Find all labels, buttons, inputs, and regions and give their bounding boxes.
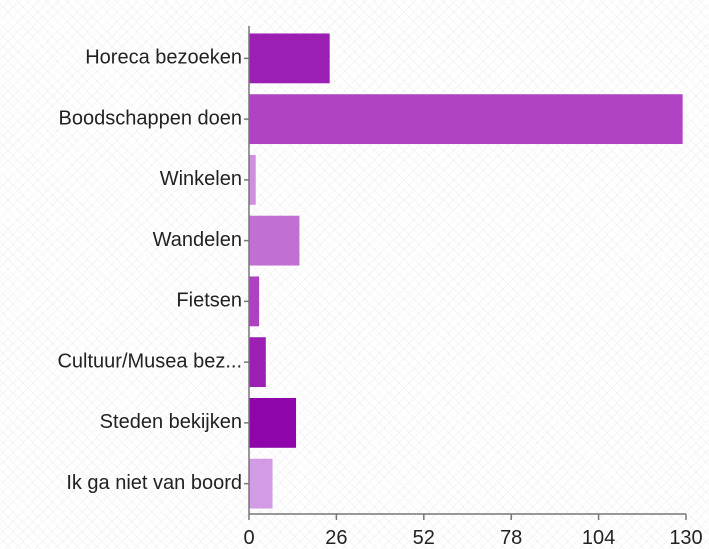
x-tick-label-4: 104 [582,527,615,549]
bar-7 [249,458,273,509]
axes-group [248,26,686,515]
category-label-7: Ik ga niet van boord [66,472,242,494]
category-label-4: Fietsen [176,290,242,312]
category-labels: Horeca bezoeken Boodschappen doen Winkelen… [57,47,249,494]
category-label-1: Boodschappen doen [59,107,243,129]
category-label-5: Cultuur/Musea bez... [57,350,242,372]
bar-6 [249,397,297,448]
x-tick-label-1: 26 [325,527,347,549]
bar-0 [249,33,330,84]
x-tick-label-3: 78 [500,527,522,549]
bar-2 [249,154,256,205]
category-label-3: Wandelen [153,229,242,251]
bar-5 [249,337,266,388]
category-label-0: Horeca bezoeken [85,47,242,69]
bars-group [249,33,683,509]
bar-1 [249,94,683,145]
bar-3 [249,215,300,266]
x-ticks: 0 26 52 78 104 130 [243,514,703,549]
bar-4 [249,276,260,327]
x-tick-label-5: 130 [669,527,702,549]
category-label-2: Winkelen [160,168,242,190]
x-tick-label-0: 0 [243,527,254,549]
category-label-6: Steden bekijken [100,411,242,433]
x-tick-label-2: 52 [413,527,435,549]
